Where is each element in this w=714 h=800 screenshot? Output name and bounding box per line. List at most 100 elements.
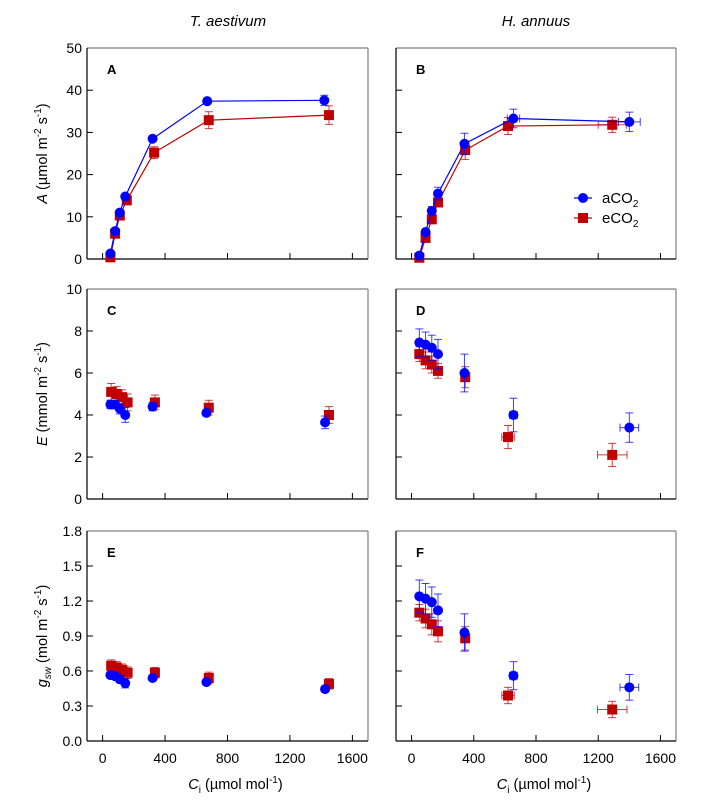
data-point (607, 119, 618, 130)
data-point (117, 392, 128, 403)
x-tick-label: 0 (408, 750, 416, 766)
panel-f: 0 400 800 1200 1600 F Ci (µmol mol-1) (395, 530, 677, 796)
data-point (111, 389, 122, 399)
data-point (420, 613, 431, 624)
data-point (460, 633, 471, 644)
data-point (147, 133, 158, 144)
data-point (426, 359, 437, 370)
data-point (114, 207, 125, 218)
data-point (420, 232, 431, 243)
panel-label: C (107, 303, 117, 318)
data-point (203, 115, 214, 126)
panel-label: E (107, 545, 116, 560)
panel-label: B (416, 62, 425, 77)
data-point (433, 365, 443, 376)
series-aco2 (414, 579, 640, 701)
series-eco2 (414, 346, 628, 467)
data-point (508, 670, 519, 681)
y-tick-label: 0 (74, 491, 82, 507)
data-point (433, 626, 443, 637)
panel-label: D (416, 303, 425, 318)
series-aco2 (105, 670, 331, 695)
y-tick-label: 0.9 (63, 628, 83, 644)
series-line (418, 117, 630, 256)
data-point (117, 664, 128, 675)
x-tick-label: 800 (524, 750, 548, 766)
y-tick-label: 10 (66, 281, 82, 297)
data-point (323, 410, 334, 420)
data-point (319, 95, 330, 106)
data-point (607, 449, 618, 460)
data-point (426, 597, 437, 608)
legend-marker-square (578, 213, 588, 223)
y-axis-label: gsw (mol m-2 s-1) (33, 585, 54, 688)
data-point (201, 407, 212, 418)
data-point (320, 417, 331, 428)
x-tick-label: 0 (99, 750, 107, 766)
series-eco2 (105, 105, 334, 263)
y-tick-label: 10 (66, 209, 82, 225)
y-tick-label: 50 (66, 40, 82, 56)
data-point (624, 682, 635, 693)
legend-marker-circle (578, 193, 588, 203)
data-point (149, 147, 160, 158)
series-aco2 (414, 108, 641, 261)
data-point (203, 402, 214, 413)
data-point (433, 605, 443, 616)
data-point (106, 386, 117, 397)
series-eco2 (106, 383, 334, 424)
data-point (111, 662, 122, 673)
x-tick-label: 1200 (583, 750, 614, 766)
y-tick-label: 2 (74, 449, 82, 465)
y-axis-label: E (mmol m-2 s-1) (33, 342, 51, 446)
data-point (624, 116, 635, 127)
data-point (460, 145, 471, 156)
data-point (503, 690, 513, 701)
y-tick-label: 8 (74, 323, 82, 339)
y-tick-label: 0.3 (63, 698, 83, 714)
data-point (459, 138, 470, 149)
panel-d: D (395, 288, 677, 500)
legend-label-eco2: eCO2 (602, 210, 639, 230)
data-point (122, 397, 133, 408)
data-point (106, 660, 117, 671)
series-aco2 (105, 94, 330, 259)
data-point (122, 667, 133, 678)
column-title-t-aestivum: T. aestivum (190, 13, 266, 30)
data-point (503, 432, 513, 443)
series-line (109, 114, 329, 258)
legend-label-aco2: aCO2 (602, 190, 639, 210)
data-point (120, 678, 131, 689)
data-point (110, 226, 121, 237)
data-point (320, 684, 331, 695)
x-axis-label: Ci (µmol mol-1) (188, 775, 282, 796)
data-point (149, 667, 160, 678)
y-tick-label: 20 (66, 167, 82, 183)
data-point (323, 678, 334, 689)
data-point (414, 250, 425, 261)
data-point (420, 226, 431, 237)
data-point (459, 627, 470, 638)
y-tick-label: 6 (74, 365, 82, 381)
x-tick-label: 800 (216, 750, 240, 766)
data-point (147, 401, 158, 412)
data-point (503, 121, 513, 132)
series-eco2 (106, 659, 334, 690)
series-aco2 (105, 399, 331, 430)
data-point (147, 673, 158, 683)
data-point (607, 704, 618, 715)
x-tick-label: 400 (153, 750, 177, 766)
series-eco2 (414, 116, 627, 263)
y-axis-label: A (µmol m-2 s-1) (33, 103, 51, 204)
y-tick-label: 1.5 (63, 558, 83, 574)
y-tick-label: 0.6 (63, 663, 83, 679)
x-axis-label: Ci (µmol mol-1) (497, 775, 591, 796)
y-tick-label: 1.2 (63, 593, 83, 609)
data-point (433, 197, 443, 208)
panel-label: A (107, 62, 117, 77)
y-tick-label: 30 (66, 124, 82, 140)
panel-c: 0 2 4 6 8 10 C E (mmol m-2 s-1) (33, 281, 369, 507)
y-tick-label: 0 (74, 251, 82, 267)
